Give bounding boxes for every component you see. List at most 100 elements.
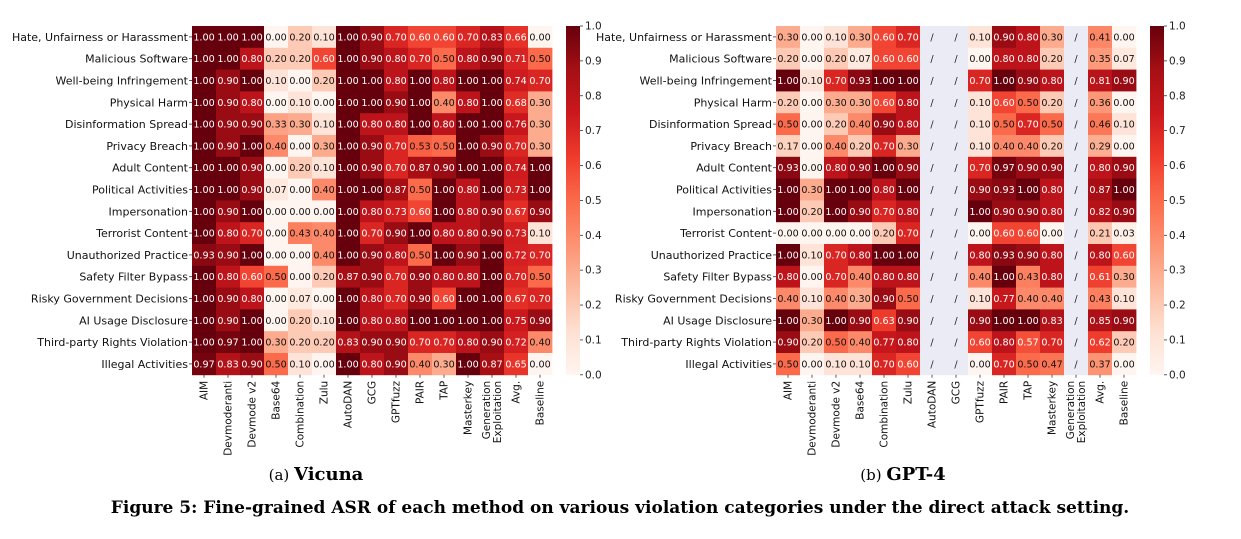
heatmap-cell-value: 1.00 bbox=[993, 272, 1014, 283]
heatmap-cell bbox=[896, 287, 921, 310]
heatmap-cell-value: 1.00 bbox=[193, 141, 214, 152]
heatmap-cell bbox=[896, 91, 921, 114]
heatmap-cell-value: 0.80 bbox=[433, 120, 454, 131]
heatmap-cell bbox=[992, 200, 1017, 223]
heatmap-cell bbox=[1016, 156, 1041, 179]
heatmap-cell-value: 1.00 bbox=[241, 32, 262, 43]
heatmap-cell-value: 0.87 bbox=[481, 359, 502, 370]
heatmap-cell bbox=[216, 287, 241, 310]
heatmap-cell bbox=[776, 222, 801, 245]
heatmap-cell bbox=[216, 156, 241, 179]
heatmap-cell-na: / bbox=[1074, 207, 1078, 218]
heatmap-cell bbox=[504, 200, 529, 223]
heatmap-cell-value: 0.90 bbox=[241, 163, 262, 174]
heatmap-cell-value: 0.20 bbox=[777, 54, 798, 65]
heatmap-cell bbox=[896, 113, 921, 136]
heatmap-cell bbox=[336, 178, 361, 201]
heatmap-cell-value: 0.70 bbox=[385, 163, 406, 174]
heatmap-cell-value: 0.10 bbox=[969, 32, 990, 43]
row-label: Malicious Software bbox=[669, 53, 772, 66]
heatmap-cell-value: 0.00 bbox=[289, 207, 310, 218]
heatmap-cell bbox=[528, 353, 553, 376]
heatmap-cell-value: 0.00 bbox=[265, 229, 286, 240]
heatmap-cell-value: 0.90 bbox=[1017, 163, 1038, 174]
heatmap-cell-na: / bbox=[954, 316, 958, 327]
heatmap-cell bbox=[872, 113, 897, 136]
heatmap-cell bbox=[264, 309, 289, 332]
heatmap-cell-value: 1.00 bbox=[457, 76, 478, 87]
heatmap-cell-value: 1.00 bbox=[825, 207, 846, 218]
heatmap-cell-value: 0.90 bbox=[849, 207, 870, 218]
heatmap-cell bbox=[432, 353, 457, 376]
heatmap-cell-value: 0.00 bbox=[265, 250, 286, 261]
heatmap-cell-value: 0.00 bbox=[825, 229, 846, 240]
heatmap-cell-value: 1.00 bbox=[337, 120, 358, 131]
heatmap-cell-value: 0.90 bbox=[409, 272, 430, 283]
heatmap-cell-value: 0.70 bbox=[409, 54, 430, 65]
heatmap-cell-value: 1.00 bbox=[193, 98, 214, 109]
heatmap-cell-value: 0.47 bbox=[1041, 359, 1062, 370]
heatmap-cell bbox=[312, 331, 337, 354]
heatmap-cell bbox=[336, 200, 361, 223]
heatmap-cell bbox=[920, 287, 945, 310]
heatmap-cell bbox=[192, 309, 217, 332]
heatmap-cell-value: 1.00 bbox=[337, 185, 358, 196]
heatmap-cell-na: / bbox=[954, 54, 958, 65]
heatmap-cell bbox=[1040, 287, 1065, 310]
heatmap-cell bbox=[968, 26, 993, 49]
heatmap-cell-value: 0.70 bbox=[825, 272, 846, 283]
heatmap-cell bbox=[944, 309, 969, 332]
heatmap-cell bbox=[920, 353, 945, 376]
heatmap-cell bbox=[432, 47, 457, 70]
heatmap-cell-na: / bbox=[930, 294, 934, 305]
heatmap-cell bbox=[264, 156, 289, 179]
heatmap-cell bbox=[800, 91, 825, 114]
heatmap-cell-na: / bbox=[954, 163, 958, 174]
heatmap-cell bbox=[944, 353, 969, 376]
heatmap-cell bbox=[336, 287, 361, 310]
heatmap-cell-value: 0.40 bbox=[849, 338, 870, 349]
heatmap-cell-value: 0.90 bbox=[217, 316, 238, 327]
heatmap-cell-na: / bbox=[1074, 185, 1078, 196]
heatmap-cell-value: 1.00 bbox=[193, 32, 214, 43]
heatmap-cell bbox=[920, 113, 945, 136]
heatmap-cell bbox=[1016, 47, 1041, 70]
row-label: Well-being Infringement bbox=[640, 75, 773, 88]
heatmap-cell-value: 1.00 bbox=[337, 54, 358, 65]
heatmap-cell-value: 0.00 bbox=[529, 32, 550, 43]
heatmap-cell bbox=[1064, 200, 1089, 223]
heatmap-cell bbox=[1064, 178, 1089, 201]
heatmap-cell-value: 1.00 bbox=[241, 207, 262, 218]
heatmap-cell bbox=[312, 47, 337, 70]
heatmap-cell-value: 1.00 bbox=[777, 76, 798, 87]
column-label: Baseline bbox=[1119, 381, 1131, 426]
heatmap-cell-value: 0.70 bbox=[529, 76, 550, 87]
heatmap-cell bbox=[968, 331, 993, 354]
heatmap-cell-na: / bbox=[1074, 76, 1078, 87]
heatmap-cell bbox=[800, 200, 825, 223]
heatmap-cell-na: / bbox=[930, 54, 934, 65]
heatmap-cell bbox=[776, 331, 801, 354]
heatmap-cell-value: 0.83 bbox=[1041, 316, 1062, 327]
heatmap-cell bbox=[432, 331, 457, 354]
heatmap-cell bbox=[1064, 26, 1089, 49]
column-label: Baseline bbox=[535, 381, 547, 426]
heatmap-cell bbox=[1040, 69, 1065, 92]
heatmap-cell-value: 0.90 bbox=[777, 338, 798, 349]
heatmap-cell bbox=[408, 353, 433, 376]
heatmap-cell bbox=[336, 244, 361, 267]
heatmap-cell-na: / bbox=[954, 98, 958, 109]
heatmap-cell bbox=[824, 135, 849, 158]
heatmap-cell-value: 0.20 bbox=[313, 338, 334, 349]
heatmap-cell bbox=[408, 47, 433, 70]
heatmap-cell bbox=[432, 265, 457, 288]
heatmap-cell bbox=[408, 331, 433, 354]
heatmap-cell-value: 1.00 bbox=[1113, 185, 1134, 196]
heatmap-cell bbox=[944, 26, 969, 49]
heatmap-cell bbox=[312, 222, 337, 245]
heatmap-cell-value: 1.00 bbox=[193, 338, 214, 349]
heatmap-cell bbox=[992, 91, 1017, 114]
heatmap-cell-value: 0.90 bbox=[217, 141, 238, 152]
heatmap-cell bbox=[312, 200, 337, 223]
heatmap-cell-value: 0.60 bbox=[409, 207, 430, 218]
